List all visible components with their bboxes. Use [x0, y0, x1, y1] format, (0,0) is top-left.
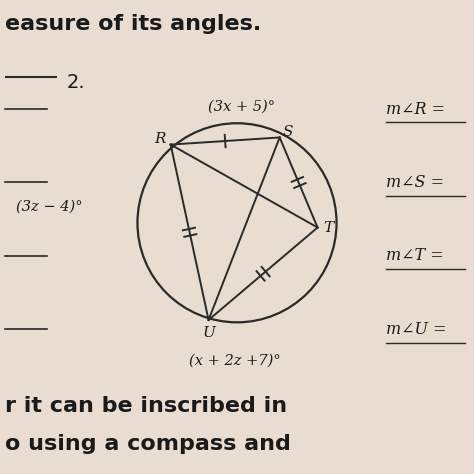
Text: (3x + 5)°: (3x + 5)° [208, 100, 275, 114]
Text: m∠R =: m∠R = [386, 100, 450, 118]
Text: o using a compass and: o using a compass and [5, 434, 291, 454]
Text: S: S [283, 125, 293, 139]
Text: (x + 2z +7)°: (x + 2z +7)° [189, 353, 281, 367]
Text: R: R [155, 132, 166, 146]
Text: easure of its angles.: easure of its angles. [5, 14, 261, 34]
Text: T: T [323, 220, 333, 235]
Text: U: U [202, 326, 215, 340]
Text: m∠T =: m∠T = [386, 247, 449, 264]
Text: m∠U =: m∠U = [386, 321, 452, 338]
Text: (3z − 4)°: (3z − 4)° [17, 199, 83, 213]
Text: m∠S =: m∠S = [386, 174, 449, 191]
Text: 2.: 2. [66, 73, 85, 92]
Text: r it can be inscribed in: r it can be inscribed in [5, 396, 287, 416]
